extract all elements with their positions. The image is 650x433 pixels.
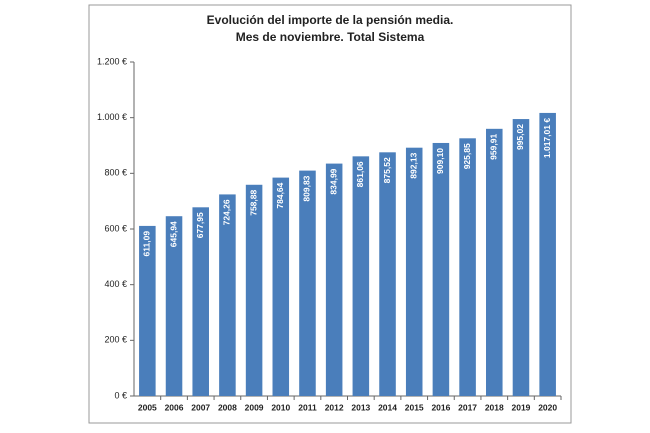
x-tick-label: 2014 [378,402,397,412]
value-label: 959,91 [489,134,499,160]
x-tick-label: 2020 [538,402,557,412]
y-tick-label: 800 € [104,168,127,178]
value-label: 861,06 [355,161,365,187]
x-tick-label: 2013 [351,402,370,412]
value-label: 875,52 [382,157,392,183]
chart-subtitle: Mes de noviembre. Total Sistema [236,30,425,44]
bar [459,138,476,396]
bar [299,170,316,396]
bar [219,194,236,396]
y-tick-label: 400 € [104,279,127,289]
value-label: 809,83 [302,175,312,201]
x-tick-label: 2008 [218,402,237,412]
x-tick-label: 2006 [165,402,184,412]
x-tick-label: 2015 [405,402,424,412]
bar [539,112,556,396]
x-tick-label: 2019 [512,402,531,412]
x-tick-label: 2017 [458,402,477,412]
value-label: 995,02 [515,124,525,150]
bar [245,184,263,396]
value-label: 892,13 [408,152,418,178]
y-tick-label: 1.200 € [97,56,127,66]
bar [405,147,423,396]
bar [379,152,396,396]
value-label: 784,64 [275,182,285,208]
bar [272,177,290,396]
value-label: 909,10 [435,148,445,174]
x-tick-label: 2005 [138,402,157,412]
y-tick-label: 0 € [114,390,127,400]
value-label: 925,85 [462,143,472,169]
value-label: 611,09 [142,231,152,257]
x-tick-label: 2011 [298,402,317,412]
value-label: 834,99 [328,168,338,194]
bar [486,128,503,396]
bar [325,163,343,396]
y-tick-label: 200 € [104,335,127,345]
x-tick-label: 2010 [271,402,290,412]
y-tick-label: 1.000 € [97,112,127,122]
bar [139,225,156,396]
chart-title: Evolución del importe de la pensión medi… [207,13,454,27]
bar [192,207,209,396]
x-tick-label: 2018 [485,402,504,412]
value-label: 724,26 [222,199,232,225]
bar [352,156,370,396]
y-tick-label: 600 € [104,223,127,233]
x-tick-label: 2009 [245,402,264,412]
value-label: 677,95 [195,212,205,238]
bar [165,216,183,396]
x-tick-label: 2012 [325,402,344,412]
x-tick-label: 2007 [191,402,210,412]
value-label: 758,88 [248,190,258,216]
bar [432,142,450,396]
x-tick-label: 2016 [431,402,450,412]
bar [512,119,530,396]
value-label: 645,94 [168,221,178,247]
value-label: 1.017,01 € [542,118,552,158]
